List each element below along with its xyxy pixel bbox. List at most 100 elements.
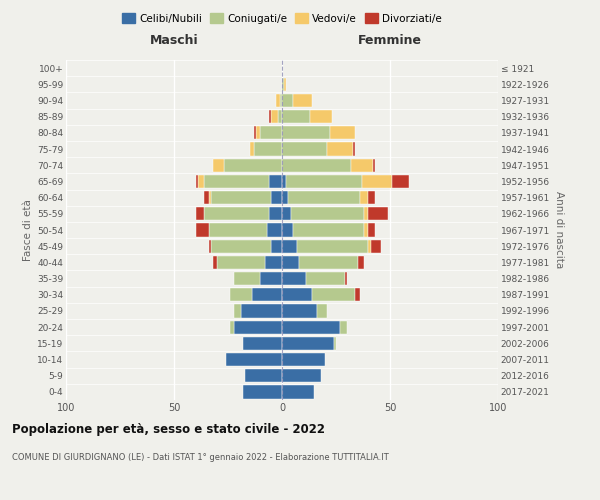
Bar bbox=[282, 256, 299, 269]
Bar bbox=[392, 175, 409, 188]
Legend: Celibi/Nubili, Coniugati/e, Vedovi/e, Divorziati/e: Celibi/Nubili, Coniugati/e, Vedovi/e, Di… bbox=[119, 10, 445, 26]
Text: Maschi: Maschi bbox=[149, 34, 199, 47]
Bar bbox=[328, 142, 353, 156]
Bar bbox=[204, 191, 209, 204]
Bar bbox=[211, 240, 271, 253]
Bar bbox=[217, 256, 265, 269]
Bar bbox=[355, 288, 360, 302]
Bar bbox=[271, 191, 282, 204]
Bar bbox=[282, 207, 290, 220]
Bar bbox=[213, 256, 217, 269]
Bar bbox=[282, 288, 312, 302]
Bar bbox=[196, 175, 198, 188]
Bar bbox=[196, 224, 209, 236]
Bar bbox=[284, 78, 286, 91]
Bar bbox=[289, 191, 360, 204]
Bar bbox=[252, 288, 282, 302]
Bar bbox=[265, 256, 282, 269]
Bar bbox=[293, 224, 364, 236]
Bar bbox=[329, 126, 355, 140]
Bar bbox=[282, 320, 340, 334]
Bar bbox=[269, 110, 271, 124]
Bar bbox=[211, 191, 271, 204]
Bar bbox=[282, 240, 297, 253]
Bar bbox=[235, 304, 241, 318]
Bar bbox=[368, 191, 375, 204]
Bar bbox=[364, 207, 368, 220]
Bar bbox=[235, 320, 282, 334]
Bar bbox=[282, 386, 314, 398]
Bar bbox=[368, 240, 371, 253]
Bar bbox=[241, 304, 282, 318]
Bar bbox=[282, 158, 351, 172]
Bar bbox=[310, 110, 332, 124]
Text: COMUNE DI GIURDIGNANO (LE) - Dati ISTAT 1° gennaio 2022 - Elaborazione TUTTITALI: COMUNE DI GIURDIGNANO (LE) - Dati ISTAT … bbox=[12, 452, 389, 462]
Bar bbox=[282, 78, 284, 91]
Bar bbox=[293, 94, 312, 107]
Bar bbox=[196, 207, 204, 220]
Bar bbox=[282, 369, 321, 382]
Bar bbox=[230, 288, 252, 302]
Bar bbox=[230, 320, 235, 334]
Bar bbox=[209, 224, 267, 236]
Bar bbox=[245, 369, 282, 382]
Bar bbox=[299, 256, 358, 269]
Bar bbox=[368, 224, 375, 236]
Bar bbox=[275, 94, 280, 107]
Bar bbox=[250, 142, 254, 156]
Bar bbox=[344, 272, 347, 285]
Bar bbox=[280, 94, 282, 107]
Bar bbox=[282, 336, 334, 350]
Bar bbox=[243, 336, 282, 350]
Bar bbox=[371, 240, 382, 253]
Bar bbox=[358, 256, 364, 269]
Bar bbox=[360, 191, 368, 204]
Bar bbox=[282, 224, 293, 236]
Bar bbox=[198, 175, 204, 188]
Bar bbox=[271, 240, 282, 253]
Bar bbox=[286, 175, 362, 188]
Bar bbox=[282, 272, 306, 285]
Bar bbox=[254, 142, 282, 156]
Bar bbox=[271, 110, 278, 124]
Bar bbox=[297, 240, 368, 253]
Bar bbox=[373, 158, 375, 172]
Bar bbox=[362, 175, 392, 188]
Bar bbox=[334, 336, 336, 350]
Bar bbox=[282, 94, 293, 107]
Bar bbox=[235, 272, 260, 285]
Bar bbox=[260, 272, 282, 285]
Bar bbox=[351, 158, 373, 172]
Bar bbox=[213, 158, 224, 172]
Bar bbox=[209, 191, 211, 204]
Bar bbox=[368, 207, 388, 220]
Bar bbox=[260, 126, 282, 140]
Bar bbox=[317, 304, 328, 318]
Bar bbox=[353, 142, 355, 156]
Bar bbox=[340, 320, 347, 334]
Bar bbox=[282, 175, 286, 188]
Y-axis label: Fasce di età: Fasce di età bbox=[23, 199, 33, 261]
Bar bbox=[282, 126, 329, 140]
Bar bbox=[282, 191, 289, 204]
Bar bbox=[254, 126, 256, 140]
Bar bbox=[282, 304, 317, 318]
Bar bbox=[290, 207, 364, 220]
Text: Femmine: Femmine bbox=[358, 34, 422, 47]
Bar bbox=[209, 240, 211, 253]
Y-axis label: Anni di nascita: Anni di nascita bbox=[554, 192, 564, 268]
Bar bbox=[282, 353, 325, 366]
Bar bbox=[282, 142, 328, 156]
Bar bbox=[278, 110, 282, 124]
Bar bbox=[267, 224, 282, 236]
Bar bbox=[364, 224, 368, 236]
Bar bbox=[243, 386, 282, 398]
Bar bbox=[269, 175, 282, 188]
Bar bbox=[282, 110, 310, 124]
Bar bbox=[226, 353, 282, 366]
Bar bbox=[204, 207, 269, 220]
Bar bbox=[256, 126, 260, 140]
Bar bbox=[312, 288, 355, 302]
Bar bbox=[269, 207, 282, 220]
Bar bbox=[306, 272, 344, 285]
